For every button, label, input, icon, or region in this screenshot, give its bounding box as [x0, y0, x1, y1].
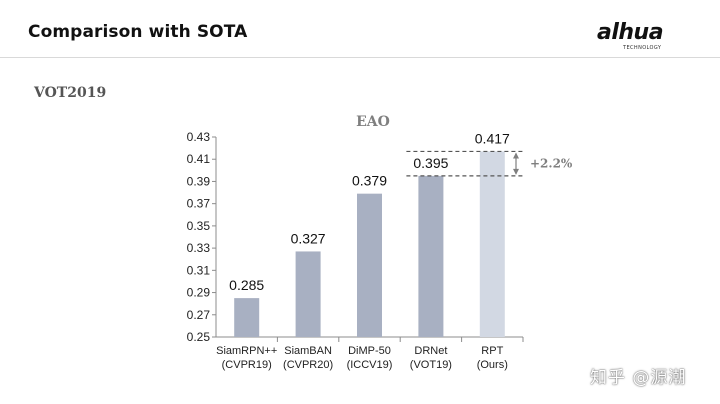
- bar: [234, 298, 260, 337]
- y-tick-label: 0.35: [187, 219, 211, 233]
- bar-value-label: 0.395: [413, 155, 448, 171]
- y-tick-label: 0.39: [187, 174, 211, 188]
- y-tick-label: 0.29: [187, 286, 211, 300]
- y-tick-label: 0.41: [187, 152, 211, 166]
- x-category-label: SiamBAN: [284, 345, 332, 357]
- x-category-label: DiMP-50: [348, 345, 391, 357]
- x-category-label: (CVPR20): [283, 359, 333, 371]
- section-label: VOT2019: [34, 85, 107, 101]
- slide-title: Comparison with SOTA: [28, 22, 248, 42]
- bar-value-label: 0.285: [229, 277, 264, 293]
- bar: [357, 193, 382, 337]
- logo-wordmark: alhua: [597, 20, 664, 45]
- annotation-arrow-head-down: [513, 168, 519, 175]
- bar-value-label: 0.417: [475, 130, 510, 146]
- bar-value-label: 0.327: [291, 230, 326, 246]
- x-category-label: SiamRPN++: [216, 345, 277, 357]
- y-tick-label: 0.33: [187, 241, 211, 255]
- y-tick-label: 0.43: [187, 130, 211, 144]
- y-tick-label: 0.25: [187, 330, 211, 344]
- bar-value-label: 0.379: [352, 173, 387, 189]
- zhihu-watermark: 知乎 @源潮: [590, 368, 687, 388]
- y-tick-label: 0.27: [187, 308, 211, 322]
- annotation-label: +2.2%: [530, 157, 573, 171]
- y-tick-label: 0.37: [187, 197, 211, 211]
- x-category-label: (Ours): [477, 359, 508, 371]
- bar: [418, 175, 444, 337]
- title-divider: [0, 57, 720, 58]
- x-category-label: (ICCV19): [347, 359, 393, 371]
- annotation-arrow-head-up: [513, 152, 519, 159]
- logo-tagline: TECHNOLOGY: [623, 45, 662, 51]
- y-tick-label: 0.31: [187, 263, 211, 277]
- x-category-label: (CVPR19): [222, 359, 272, 371]
- x-category-label: RPT: [481, 345, 503, 357]
- bar: [295, 251, 321, 337]
- x-category-label: DRNet: [414, 345, 447, 357]
- bar: [479, 151, 505, 337]
- chart-title: EAO: [356, 114, 390, 130]
- dahua-logo: alhua TECHNOLOGY: [597, 20, 689, 54]
- x-category-label: (VOT19): [410, 359, 452, 371]
